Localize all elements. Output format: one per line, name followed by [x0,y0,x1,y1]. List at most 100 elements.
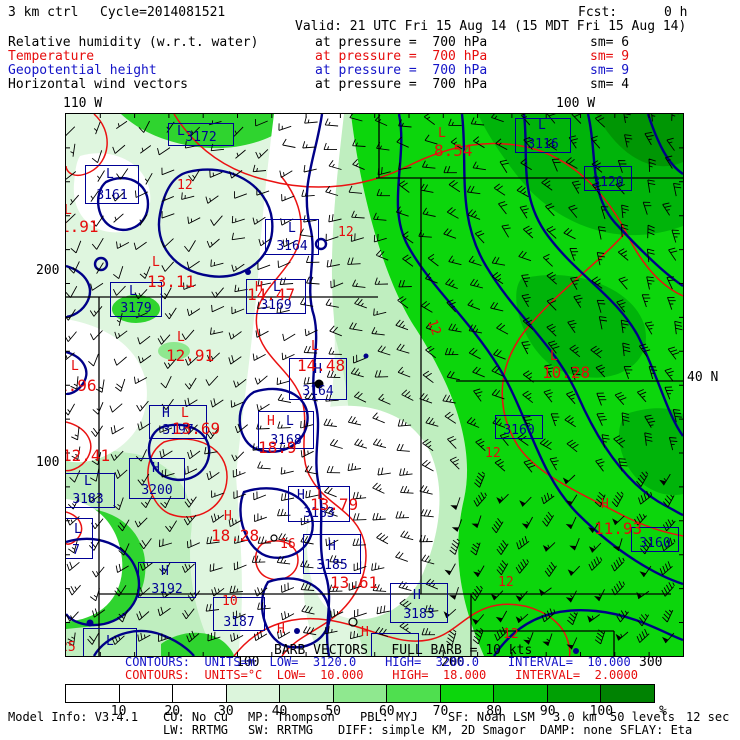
height-value: 3183 [72,492,104,507]
temp-center-letter: L [181,406,189,421]
field-smoothing: sm= 4 [590,77,630,92]
height-value: 3179 [120,301,152,316]
rh-fill-bright [351,114,683,656]
model-info-item: 3.0 km [553,710,597,724]
temp-contour-label: 25 [66,640,76,655]
colorbar-segment [600,685,655,702]
height-value: 3172 [185,130,217,145]
colorbar-tick-label: 30 [218,704,234,719]
wind-barbs [66,114,683,650]
field-pressure: at pressure = 700 hPa [315,35,488,50]
height-value: 3160 [503,423,535,438]
height-value: 3120 [592,175,624,190]
colorbar-segment [332,685,387,702]
temp-contour-label: 14.47 [247,285,296,304]
model-info-item: SF: Noah LSM [448,710,535,724]
temp-contour-label: 11.93 [594,519,643,538]
height-value: 3164 [276,239,308,254]
axis-label-left: 100 [36,455,60,470]
height-center-box: L 3161 [85,165,139,204]
height-value: 7 [72,543,80,558]
height-center-letter: L [273,280,281,295]
height-center-box: L 3164 [265,219,319,255]
model-info-item: DIFF: simple KM, 2D Smagor [338,723,526,737]
field-name: Temperature [8,49,95,64]
axis-label-bottom: 100 [236,655,260,670]
height-center-box: H 3183 [390,583,448,623]
frame-ticks [66,114,683,656]
model-info-item: SW: RRTMG [248,723,314,737]
height-center-box: L 3183 [66,473,115,508]
temp-contour-label: L [66,204,72,217]
height-value: 3185 [316,558,348,573]
temp-contour-label: H [361,625,369,640]
model-info-item: MP: Thompson [248,710,335,724]
field-name: Relative humidity (w.r.t. water) [8,35,259,50]
fcst-value: 0 h [664,5,688,20]
height-center-box: H 3192 [138,562,196,598]
temp-contour-label: 13.11 [147,272,196,291]
height-value: 3187 [223,615,255,630]
colorbar-segment [225,685,280,702]
temp-contour-label: L [438,126,446,141]
temp-contour-label: 1.96 [66,376,97,395]
height-center-box [371,633,419,656]
colorbar-unit: % [659,704,667,719]
field-smoothing: sm= 9 [590,49,630,64]
temp-contour-label: 1.91 [66,217,99,236]
height-center-box: 3187 [213,597,265,631]
station-markers [86,269,579,654]
height-center-box: L 3179 [110,282,162,317]
axis-ticks [66,114,683,656]
colorbar-tick-label: 60 [378,704,395,719]
height-center-box: L [83,628,137,656]
axis-label-right: 40 N [687,370,719,385]
colorbar-segment [172,685,226,702]
forecast-map: L 3172 L 3161 L 3164 L 3179 H L 3169 H 3164 H L 3168 H L 3… [65,113,684,657]
height-center-letter: L [106,167,114,182]
height-value: 3164 [302,384,334,399]
temp-center-letter: L [317,488,325,503]
colorbar-tick-label: 70 [432,704,449,719]
colorbar-segment [493,685,547,702]
colorbar-segment [118,685,173,702]
height-center-box: L 3172 [168,123,234,146]
temp-contour-label: 18.28 [211,526,260,545]
colorbar-tick-label: 50 [325,704,341,719]
run-title: 3 km ctrl [8,5,79,20]
rh-colorbar [65,684,655,703]
temp-contour-label: 13.69 [172,419,221,438]
temp-contour-label: 12.91 [166,346,215,365]
height-center-box: H L 3197 [149,405,207,439]
model-info-item: SFLAY: Eta [620,723,693,737]
height-center-letter: H [162,406,170,421]
temp-contour-label: L [177,330,185,345]
temp-contour-label: L [311,339,319,354]
temp-contour-label: 10 [222,594,238,609]
colorbar-segment [66,685,119,702]
height-center-box: 3160 [631,527,679,552]
temp-contour-label: H [277,622,285,637]
temp-center-letter: H [267,414,275,429]
model-info-item: 50 levels [610,710,676,724]
height-value: 3197 [162,423,194,438]
height-value: 3169 [260,298,292,313]
height-center-letter: H [314,362,322,377]
colorbar-tick-label: 40 [271,704,288,719]
temp-contour-label: 12 [485,446,501,461]
temp-contour-label: L [550,349,558,364]
valid-time: Valid: 21 UTC Fri 15 Aug 14 (15 MDT Fri … [295,19,687,34]
colorbar-tick-label: 20 [164,704,181,719]
model-info-item: Model Info: V3.4.1 [8,710,139,724]
temp-contour-label: 8.54 [434,141,473,160]
height-value: 3200 [141,483,173,498]
height-value: 3183 [403,607,435,622]
height-center-box: H 3164 [289,358,347,400]
height-value: 3192 [151,582,183,597]
height-center-letter: L [538,118,546,133]
field-name: Geopotential height [8,63,157,78]
height-center-box: L 3116 [515,118,571,153]
colorbar-segment [546,685,601,702]
model-info-item: CU: No Cu [163,710,229,724]
